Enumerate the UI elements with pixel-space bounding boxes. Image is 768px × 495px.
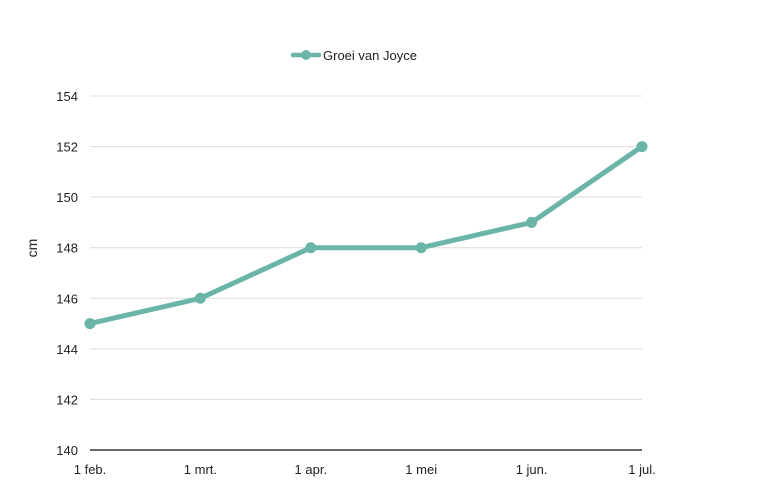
data-point-marker xyxy=(194,292,206,304)
x-axis-ticks: 1 feb. 1 mrt. 1 apr. 1 mei 1 jun. 1 jul. xyxy=(74,462,656,477)
y-tick-label: 144 xyxy=(56,342,78,357)
data-point-marker xyxy=(636,141,648,153)
y-axis-ticks: 140 142 144 146 148 150 152 154 xyxy=(56,89,78,458)
data-point-marker xyxy=(526,216,538,228)
legend-label: Groei van Joyce xyxy=(323,48,417,63)
x-tick-label: 1 apr. xyxy=(295,462,328,477)
y-axis-label: cm xyxy=(24,239,40,258)
gridlines xyxy=(90,95,642,400)
y-tick-label: 152 xyxy=(56,140,78,155)
y-tick-label: 154 xyxy=(56,89,78,104)
legend-marker-icon xyxy=(301,50,311,60)
x-tick-label: 1 jun. xyxy=(516,462,548,477)
y-tick-label: 142 xyxy=(56,392,78,407)
y-tick-label: 140 xyxy=(56,443,78,458)
data-point-marker xyxy=(415,242,427,254)
data-point-marker xyxy=(84,318,96,330)
x-tick-label: 1 jul. xyxy=(628,462,655,477)
series-line xyxy=(87,144,645,327)
y-tick-label: 146 xyxy=(56,291,78,306)
data-point-marker xyxy=(305,242,317,254)
legend: Groei van Joyce xyxy=(290,48,417,63)
y-tick-label: 150 xyxy=(56,190,78,205)
data-series xyxy=(84,141,648,330)
x-tick-label: 1 feb. xyxy=(74,462,107,477)
x-tick-label: 1 mei xyxy=(405,462,437,477)
x-tick-label: 1 mrt. xyxy=(184,462,217,477)
y-tick-label: 148 xyxy=(56,241,78,256)
